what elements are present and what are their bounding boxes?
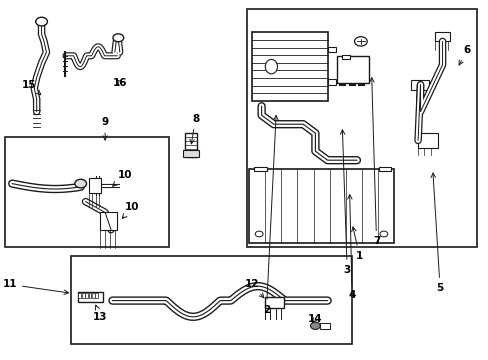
Text: 9: 9: [102, 117, 108, 140]
Text: 10: 10: [113, 170, 132, 186]
Text: 11: 11: [2, 279, 68, 294]
Text: 6: 6: [458, 45, 469, 65]
Bar: [5, 137, 168, 247]
Bar: [95, 293, 98, 298]
Circle shape: [255, 231, 263, 237]
Bar: [327, 47, 336, 52]
Bar: [184, 133, 196, 157]
Bar: [78, 292, 102, 302]
Bar: [320, 323, 329, 329]
Text: 7: 7: [369, 78, 380, 246]
Bar: [417, 133, 437, 148]
Bar: [246, 9, 476, 247]
Bar: [251, 32, 327, 101]
Bar: [378, 167, 390, 171]
Text: 3: 3: [340, 130, 350, 275]
Circle shape: [354, 37, 366, 46]
Text: 16: 16: [112, 78, 127, 88]
Text: 15: 15: [22, 80, 41, 95]
Bar: [78, 293, 81, 298]
Bar: [92, 293, 95, 298]
Bar: [89, 178, 101, 193]
Ellipse shape: [264, 59, 277, 74]
Circle shape: [310, 322, 320, 329]
Circle shape: [36, 17, 47, 26]
Text: 4: 4: [347, 195, 355, 300]
Bar: [85, 293, 88, 298]
Bar: [327, 79, 336, 85]
Text: 12: 12: [244, 279, 264, 298]
Text: 5: 5: [430, 173, 443, 293]
Text: 10: 10: [122, 202, 139, 219]
Text: 14: 14: [307, 314, 322, 324]
Bar: [71, 256, 351, 344]
Bar: [410, 80, 428, 90]
Bar: [100, 212, 117, 230]
Circle shape: [379, 231, 387, 237]
Bar: [254, 167, 266, 171]
Bar: [81, 293, 84, 298]
Bar: [342, 55, 349, 59]
Text: 2: 2: [263, 116, 278, 315]
Text: 1: 1: [351, 227, 362, 261]
Text: 8: 8: [189, 114, 199, 144]
Bar: [264, 297, 283, 308]
Circle shape: [113, 34, 123, 42]
Bar: [434, 32, 449, 41]
Bar: [88, 293, 91, 298]
Circle shape: [75, 179, 86, 188]
Text: 13: 13: [93, 305, 107, 322]
Bar: [249, 169, 393, 243]
Bar: [183, 150, 198, 157]
Bar: [337, 56, 368, 83]
